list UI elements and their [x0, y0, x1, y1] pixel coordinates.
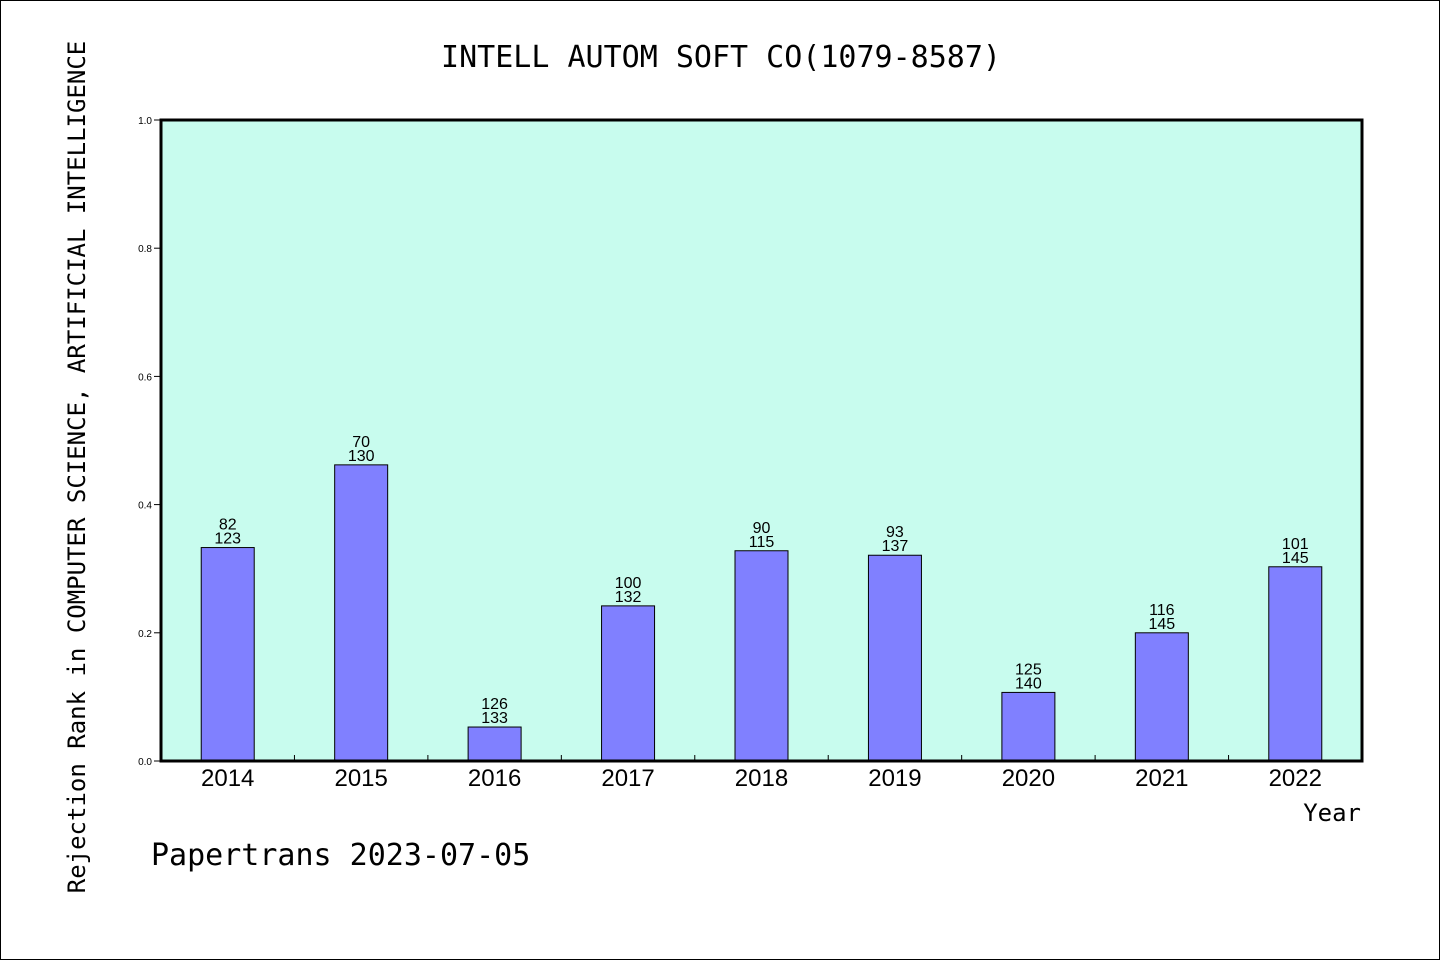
bar-label-bottom: 115	[749, 534, 775, 551]
bar-label-top: 70	[352, 434, 370, 451]
y-tick-label: 0.0	[138, 757, 152, 768]
bar-label-top: 90	[753, 520, 771, 537]
y-tick-label: 0.2	[138, 629, 152, 640]
chart-title: INTELL AUTOM SOFT CO(1079-8587)	[441, 40, 1001, 75]
bar-2015	[334, 464, 389, 762]
y-tick-label: 0.8	[138, 244, 152, 255]
y-tick-label: 1.0	[138, 116, 152, 127]
x-tick-label: 2021	[1135, 765, 1188, 792]
bar-2017	[601, 605, 656, 762]
bar-2021	[1134, 632, 1189, 762]
y-tick-label: 0.4	[138, 501, 152, 512]
x-tick-label: 2014	[201, 765, 254, 792]
x-tick-label: 2016	[468, 765, 521, 792]
footer-watermark: Papertrans 2023-07-05	[151, 838, 530, 873]
y-axis-label: Rejection Rank in COMPUTER SCIENCE, ARTI…	[63, 41, 91, 894]
x-tick-label: 2018	[735, 765, 788, 792]
bar-2022	[1268, 566, 1323, 762]
x-tick-label: 2019	[868, 765, 921, 792]
x-tick-label: 2022	[1269, 765, 1322, 792]
bars	[200, 464, 1323, 762]
bar-label-top: 126	[481, 696, 508, 713]
bar-label-top: 82	[219, 517, 237, 534]
bar-2020	[1001, 691, 1056, 762]
y-axis-ticks: 0.0 0.2 0.4 0.6 0.8 1.0	[138, 116, 161, 768]
bar-2019	[867, 554, 922, 762]
bar-2014	[200, 547, 255, 762]
bar-label-bottom: 130	[348, 448, 375, 465]
bar-label-top: 101	[1282, 536, 1309, 553]
x-axis-label: Year	[1303, 799, 1361, 827]
y-tick-label: 0.6	[138, 372, 152, 383]
bar-2016	[467, 726, 522, 762]
x-tick-label: 2017	[601, 765, 654, 792]
x-tick-label: 2015	[334, 765, 387, 792]
bar-2018	[734, 550, 789, 762]
bar-label-top: 93	[886, 524, 904, 541]
bar-label-bottom: 123	[214, 531, 241, 548]
x-tick-label: 2020	[1002, 765, 1055, 792]
bar-label-top: 116	[1149, 602, 1175, 619]
x-axis-tick-labels: 2014 2015 2016 2017 2018 2019 2020 2021 2022	[201, 765, 1322, 792]
plot-border	[159, 118, 1364, 763]
bar-label-top: 125	[1015, 661, 1042, 678]
bar-label-bottom: 137	[882, 538, 909, 555]
bar-label-bottom: 140	[1015, 675, 1042, 692]
bar-label-bottom: 133	[481, 710, 508, 727]
bar-label-top: 100	[615, 575, 642, 592]
bar-label-bottom: 145	[1148, 616, 1175, 633]
bar-label-bottom: 145	[1282, 550, 1309, 567]
bar-label-bottom: 132	[615, 589, 642, 606]
